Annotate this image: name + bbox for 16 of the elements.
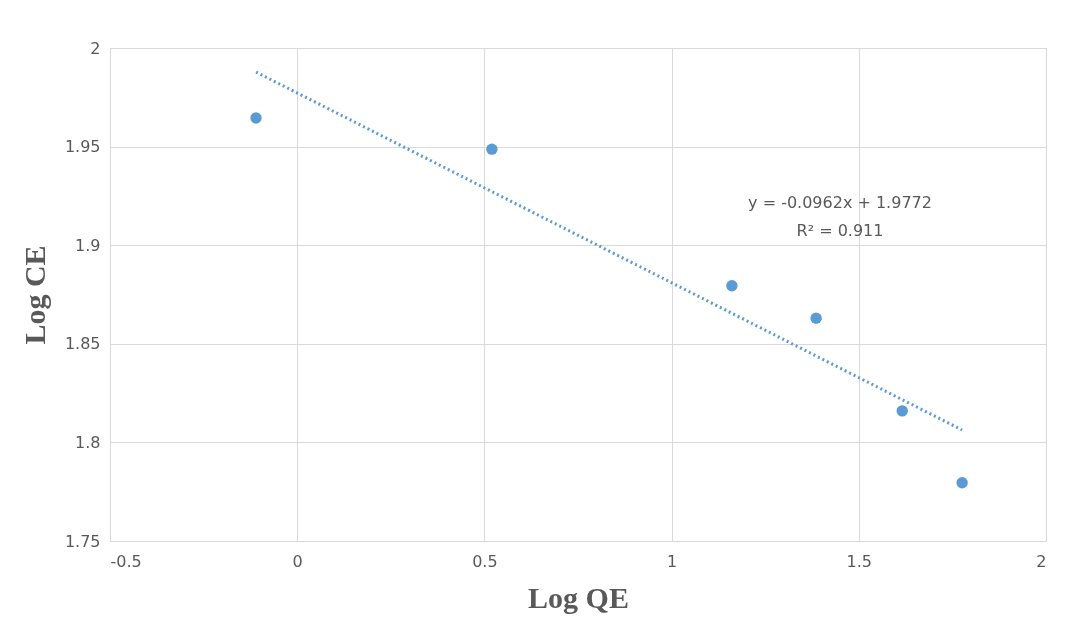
y-tick-label: 1.8 <box>75 432 101 452</box>
x-tick-label: -0.5 <box>110 551 142 571</box>
annotation: y = -0.0962x + 1.9772 <box>748 193 932 212</box>
y-tick-label: 1.85 <box>64 334 101 354</box>
y-axis-title: Log CE <box>17 245 51 345</box>
y-tick-label: 1.9 <box>75 235 101 255</box>
x-tick-label: 0 <box>292 551 303 571</box>
y-tick-label: 2 <box>90 38 101 58</box>
y-tick-label: 1.95 <box>64 137 101 157</box>
x-tick-label: 1 <box>667 551 678 571</box>
x-tick-label: 1.5 <box>846 551 873 571</box>
x-tick-label: 0.5 <box>472 551 498 571</box>
x-tick-label: 2 <box>1036 551 1047 571</box>
y-tick-label: 1.75 <box>64 531 101 551</box>
annotation: R² = 0.911 <box>796 221 884 240</box>
x-axis-title: Log QE <box>528 580 629 614</box>
